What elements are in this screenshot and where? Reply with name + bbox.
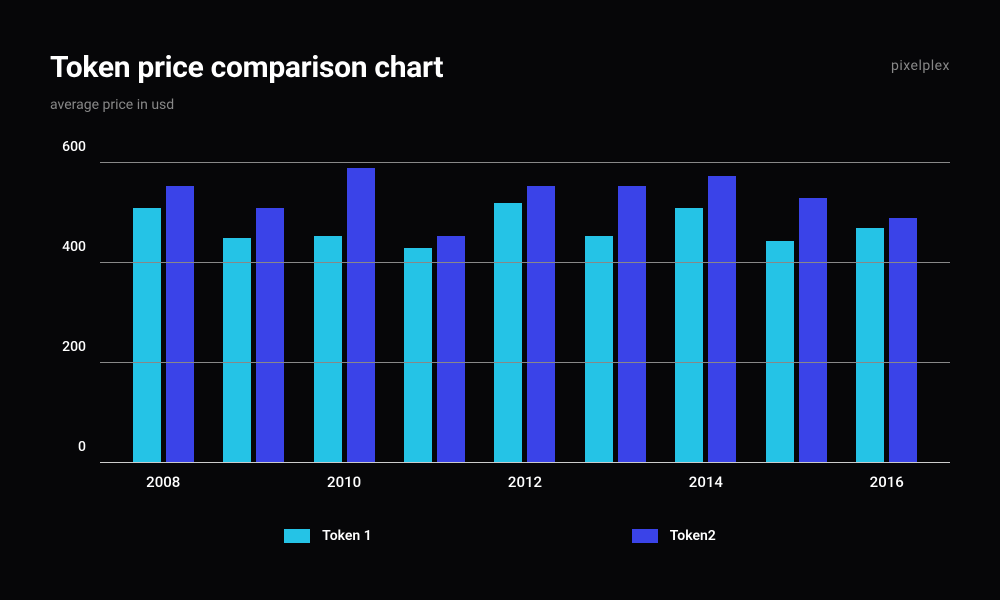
- bar-group: [208, 163, 298, 463]
- gridline: [100, 262, 950, 263]
- bar: [256, 208, 284, 463]
- x-axis: 2008 2010 2012 2014 2016: [100, 463, 950, 493]
- bar-group: [570, 163, 660, 463]
- chart-area: 0200400600: [50, 163, 950, 463]
- bar-group: [480, 163, 570, 463]
- brand-logo: pixelplex: [891, 58, 950, 74]
- x-tick: 2010: [299, 463, 389, 493]
- bar-group: [751, 163, 841, 463]
- y-axis: 0200400600: [50, 163, 100, 463]
- bar: [494, 203, 522, 463]
- bar: [618, 186, 646, 464]
- x-tick: [751, 463, 841, 493]
- x-tick: 2014: [661, 463, 751, 493]
- chart-container: Token price comparison chart average pri…: [0, 0, 1000, 544]
- x-tick-label: 2008: [146, 473, 180, 491]
- bar: [166, 186, 194, 464]
- y-tick-label: 0: [78, 439, 86, 455]
- y-tick-label: 400: [62, 239, 86, 255]
- bar: [766, 241, 794, 464]
- bar: [314, 236, 342, 464]
- legend-label: Token 1: [322, 528, 372, 544]
- legend: Token 1 Token2: [50, 528, 950, 544]
- x-tick-label: 2016: [870, 473, 904, 491]
- bar: [799, 198, 827, 463]
- chart-subtitle: average price in usd: [50, 97, 443, 113]
- bar-group: [842, 163, 932, 463]
- plot-area: [100, 163, 950, 463]
- bar-group: [661, 163, 751, 463]
- bar: [437, 236, 465, 464]
- x-tick: 2012: [480, 463, 570, 493]
- bar: [133, 208, 161, 463]
- x-tick: 2008: [118, 463, 208, 493]
- bars-row: [100, 163, 950, 463]
- bar-group: [299, 163, 389, 463]
- x-tick-label: 2010: [327, 473, 361, 491]
- legend-label: Token2: [670, 528, 716, 544]
- bar: [347, 168, 375, 463]
- y-tick-label: 200: [62, 339, 86, 355]
- legend-swatch: [632, 529, 658, 543]
- x-tick-label: 2014: [689, 473, 723, 491]
- legend-item: Token 1: [284, 528, 372, 544]
- bar: [675, 208, 703, 463]
- gridline: [100, 162, 950, 163]
- chart-title: Token price comparison chart: [50, 50, 443, 85]
- x-tick-label: 2012: [508, 473, 542, 491]
- x-tick: 2016: [842, 463, 932, 493]
- bar: [404, 248, 432, 463]
- x-tick: [570, 463, 660, 493]
- x-tick: [208, 463, 298, 493]
- bar: [889, 218, 917, 463]
- bar: [527, 186, 555, 464]
- header-row: Token price comparison chart average pri…: [50, 50, 950, 113]
- bar-group: [389, 163, 479, 463]
- legend-swatch: [284, 529, 310, 543]
- x-tick: [389, 463, 479, 493]
- bar-group: [118, 163, 208, 463]
- bar: [856, 228, 884, 463]
- bar: [223, 238, 251, 463]
- y-tick-label: 600: [62, 139, 86, 155]
- legend-item: Token2: [632, 528, 716, 544]
- gridline: [100, 362, 950, 363]
- bar: [708, 176, 736, 464]
- bar: [585, 236, 613, 464]
